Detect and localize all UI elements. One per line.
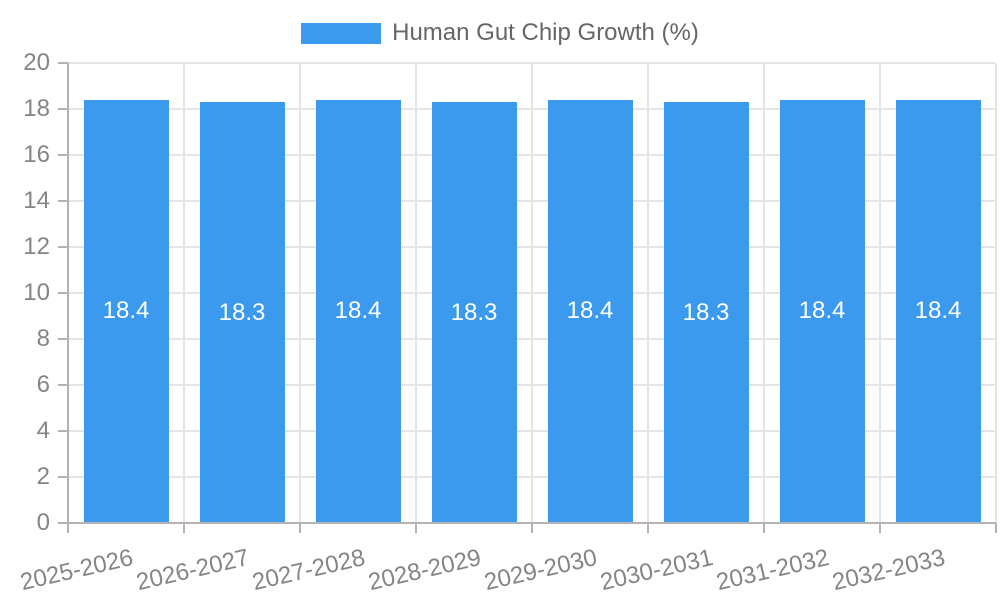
x-tick-mark	[531, 523, 533, 533]
y-axis-tick-label: 10	[23, 279, 50, 306]
y-tick-mark	[58, 292, 68, 294]
bar[interactable]	[199, 102, 285, 523]
x-axis-tick-label: 2029-2030	[481, 544, 600, 597]
x-gridline	[531, 63, 533, 523]
legend[interactable]: Human Gut Chip Growth (%)	[0, 19, 1000, 47]
y-axis-tick-label: 12	[23, 233, 50, 260]
y-axis-tick-label: 4	[36, 417, 50, 444]
x-tick-mark	[415, 523, 417, 533]
x-tick-mark	[879, 523, 881, 533]
y-tick-mark	[58, 430, 68, 432]
bar-value-label: 18.4	[334, 297, 382, 325]
bar[interactable]	[895, 99, 981, 523]
y-axis-tick-label: 14	[23, 187, 50, 214]
x-gridline	[995, 63, 997, 523]
bar-value-label: 18.4	[566, 297, 614, 325]
y-axis-tick-label: 0	[36, 509, 50, 536]
x-axis-tick-label: 2025-2026	[17, 544, 136, 597]
y-axis-line	[67, 63, 69, 523]
legend-label: Human Gut Chip Growth (%)	[392, 19, 699, 46]
bar-value-label: 18.3	[218, 298, 266, 326]
bar[interactable]	[779, 99, 865, 523]
bar[interactable]	[663, 102, 749, 523]
x-axis-tick-label: 2032-2033	[829, 544, 948, 597]
x-gridline	[763, 63, 765, 523]
x-axis-tick-label: 2026-2027	[133, 544, 252, 597]
x-axis-line	[68, 522, 996, 524]
bar[interactable]	[547, 99, 633, 523]
bar[interactable]	[431, 102, 517, 523]
y-tick-mark	[58, 62, 68, 64]
x-gridline	[415, 63, 417, 523]
y-tick-mark	[58, 154, 68, 156]
x-gridline	[183, 63, 185, 523]
x-tick-mark	[299, 523, 301, 533]
y-axis-tick-label: 16	[23, 141, 50, 168]
x-gridline	[879, 63, 881, 523]
bar-value-label: 18.4	[914, 297, 962, 325]
bar[interactable]	[83, 99, 169, 523]
x-axis-tick-label: 2031-2032	[713, 544, 832, 597]
bar-value-label: 18.3	[450, 298, 498, 326]
x-axis-tick-label: 2027-2028	[249, 544, 368, 597]
y-tick-mark	[58, 108, 68, 110]
y-axis-tick-label: 18	[23, 95, 50, 122]
y-axis-tick-label: 2	[36, 463, 50, 490]
x-gridline	[647, 63, 649, 523]
x-axis-tick-label: 2030-2031	[597, 544, 716, 597]
y-tick-mark	[58, 384, 68, 386]
y-axis-tick-label: 6	[36, 371, 50, 398]
x-gridline	[299, 63, 301, 523]
legend-swatch	[301, 22, 382, 44]
bar[interactable]	[315, 99, 401, 523]
y-axis-tick-label: 20	[23, 49, 50, 76]
x-tick-mark	[995, 523, 997, 533]
y-axis-tick-label: 8	[36, 325, 50, 352]
y-tick-mark	[58, 522, 68, 524]
x-tick-mark	[183, 523, 185, 533]
bar-value-label: 18.4	[798, 297, 846, 325]
bar-value-label: 18.3	[682, 298, 730, 326]
x-tick-mark	[763, 523, 765, 533]
y-tick-mark	[58, 476, 68, 478]
x-axis-tick-label: 2028-2029	[365, 544, 484, 597]
y-tick-mark	[58, 246, 68, 248]
x-tick-mark	[67, 523, 69, 533]
x-tick-mark	[647, 523, 649, 533]
y-tick-mark	[58, 338, 68, 340]
y-tick-mark	[58, 200, 68, 202]
bar-value-label: 18.4	[102, 297, 150, 325]
